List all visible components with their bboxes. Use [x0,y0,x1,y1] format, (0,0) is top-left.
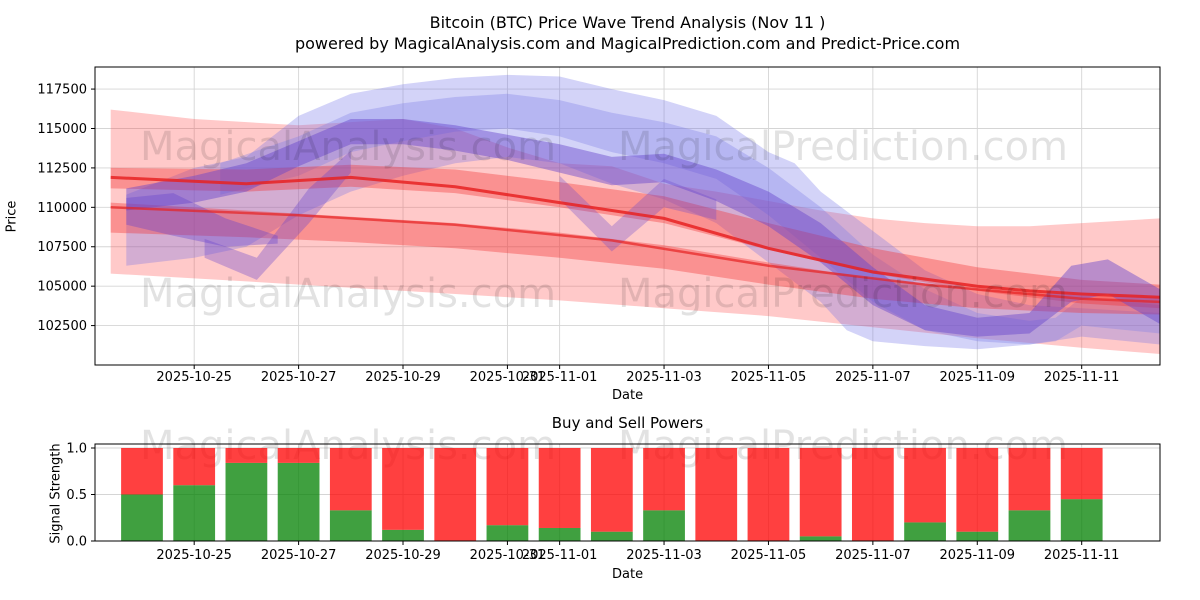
buy-power-bar [1008,510,1051,541]
y-tick-label: 112500 [37,161,87,176]
buy-power-bar [382,529,424,541]
buy-power-bar [277,462,320,541]
y-tick-label: 105000 [37,280,87,295]
price-line-secondary-red-line [110,206,1161,304]
y-tick-label: 0.0 [66,535,87,550]
sell-power-bar [590,447,633,532]
price-band-inner-blue-band [220,93,1161,345]
price-axis-label: Price [4,200,20,233]
sell-power-bar [956,447,999,532]
x-tick-label: 2025-10-29 [365,548,441,563]
buy-power-bar [956,531,999,541]
x-tick-label: 2025-10-29 [365,370,441,385]
bottom-chart-title: Buy and Sell Powers [551,414,704,432]
sell-power-bar [277,447,320,463]
price-line-core-red-line [110,175,1161,299]
sell-power-bar [434,447,477,541]
x-tick-label: 2025-11-05 [731,370,807,385]
x-tick-label: 2025-10-25 [156,548,232,563]
x-tick-label: 2025-11-01 [522,370,598,385]
watermark-top-row2-prediction: MagicalPrediction.com [618,271,1068,317]
price-band-purple-core-band [126,119,1160,337]
price-band-outer-red-fan [110,109,1161,354]
x-tick-label: 2025-11-09 [939,370,1015,385]
x-tick-label: 2025-11-11 [1044,370,1120,385]
x-tick-label: 2025-10-31 [470,548,546,563]
sell-power-bar [695,447,738,541]
y-tick-label: 0.5 [66,488,87,503]
watermark-top-row2-analysis: MagicalAnalysis.com [140,271,556,317]
sell-power-bar [1008,447,1051,511]
x-tick-label: 2025-10-27 [261,370,337,385]
top-date-axis-label: Date [612,388,644,403]
buy-power-bar [590,531,633,541]
sell-power-bar [643,447,685,511]
y-tick-label: 107500 [37,240,87,255]
signal-strength-axis-label: Signal Strength [48,443,64,544]
buy-power-bar [329,510,372,541]
x-tick-label: 2025-11-01 [522,548,598,563]
x-tick-label: 2025-11-07 [835,548,911,563]
bottom-date-axis-label: Date [612,567,644,582]
x-tick-label: 2025-11-03 [626,548,702,563]
y-tick-label: 102500 [37,319,87,334]
chart-subtitle: powered by MagicalAnalysis.com and Magic… [294,34,961,53]
buy-power-bar [799,536,842,541]
x-tick-label: 2025-11-07 [835,370,911,385]
buy-power-bar [643,510,685,541]
sell-power-bar [486,447,529,526]
buy-power-bar [1060,499,1103,541]
x-tick-label: 2025-10-25 [156,370,232,385]
sell-power-bar [538,447,581,528]
price-band-purple-wedge [126,193,278,247]
x-tick-label: 2025-10-31 [470,370,546,385]
sell-power-bar [225,447,268,463]
buy-power-bar [904,522,946,541]
y-tick-label: 110000 [37,201,87,216]
x-tick-label: 2025-10-27 [261,548,337,563]
sell-power-bar [747,447,790,541]
sell-power-bar [1060,447,1103,500]
y-tick-label: 1.0 [66,441,87,456]
sell-power-bar [329,447,372,511]
axes-frame [94,443,1161,542]
buy-power-bar [173,485,216,541]
sell-power-bar [382,447,424,530]
price-band-red-strip-lower [110,202,1161,315]
buy-power-bar [225,462,268,541]
sell-power-bar [799,447,842,537]
sell-power-bar [904,447,946,523]
y-tick-label: 117500 [37,83,87,98]
x-tick-label: 2025-11-05 [731,548,807,563]
price-band-red-strip-upper [110,164,1161,309]
sell-power-bar [851,447,894,541]
chart-title: Bitcoin (BTC) Price Wave Trend Analysis … [429,13,826,32]
x-tick-label: 2025-11-03 [626,370,702,385]
buy-power-bar [538,527,581,541]
watermark-top-row1-prediction: MagicalPrediction.com [618,124,1068,170]
sell-power-bar [121,447,163,495]
x-tick-label: 2025-11-09 [939,548,1015,563]
price-band-purple-diagonal [204,150,351,280]
buy-power-bar [121,494,163,541]
axes-frame [94,66,1161,366]
buy-power-bar [486,525,529,541]
y-tick-label: 115000 [37,122,87,137]
x-tick-label: 2025-11-11 [1044,548,1120,563]
sell-power-bar [173,447,216,486]
watermark-top-row1-analysis: MagicalAnalysis.com [140,124,556,170]
